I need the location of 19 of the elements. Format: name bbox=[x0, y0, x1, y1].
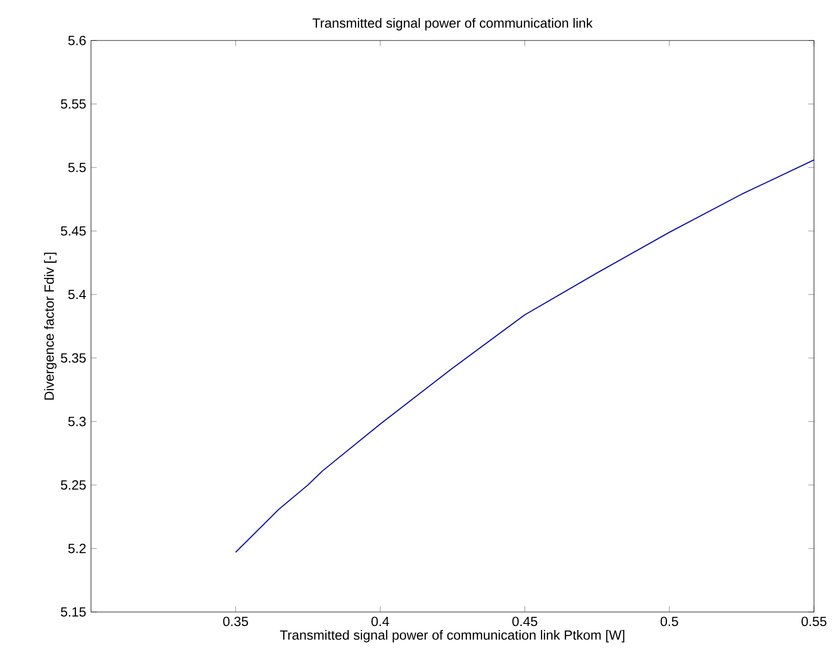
y-axis-title: Divergence factor Fdiv [-] bbox=[44, 252, 57, 400]
y-tick-label: 5.35 bbox=[60, 353, 86, 363]
chart-title: Transmitted signal power of communication link bbox=[312, 18, 593, 30]
x-tick-label: 0.4 bbox=[371, 616, 390, 626]
x-tick-label: 0.5 bbox=[660, 616, 678, 626]
x-tick-label: 0.55 bbox=[802, 616, 826, 626]
x-tick-label: 0.35 bbox=[223, 616, 248, 626]
y-tick-label: 5.15 bbox=[60, 607, 86, 617]
y-tick-label: 5.45 bbox=[60, 226, 86, 236]
line-series bbox=[235, 159, 814, 553]
y-tick-label: 5.3 bbox=[68, 416, 86, 426]
y-tick-label: 5.2 bbox=[68, 544, 86, 554]
x-tick-label: 0.45 bbox=[512, 616, 538, 626]
y-tick-label: 5.4 bbox=[68, 290, 86, 300]
y-tick-label: 5.55 bbox=[60, 99, 86, 109]
y-tick-label: 5.25 bbox=[60, 480, 86, 490]
y-tick-label: 5.5 bbox=[68, 162, 86, 172]
y-tick-label: 5.6 bbox=[68, 36, 86, 46]
x-axis-title: Transmitted signal power of communication link Ptkom [W] bbox=[280, 630, 624, 642]
